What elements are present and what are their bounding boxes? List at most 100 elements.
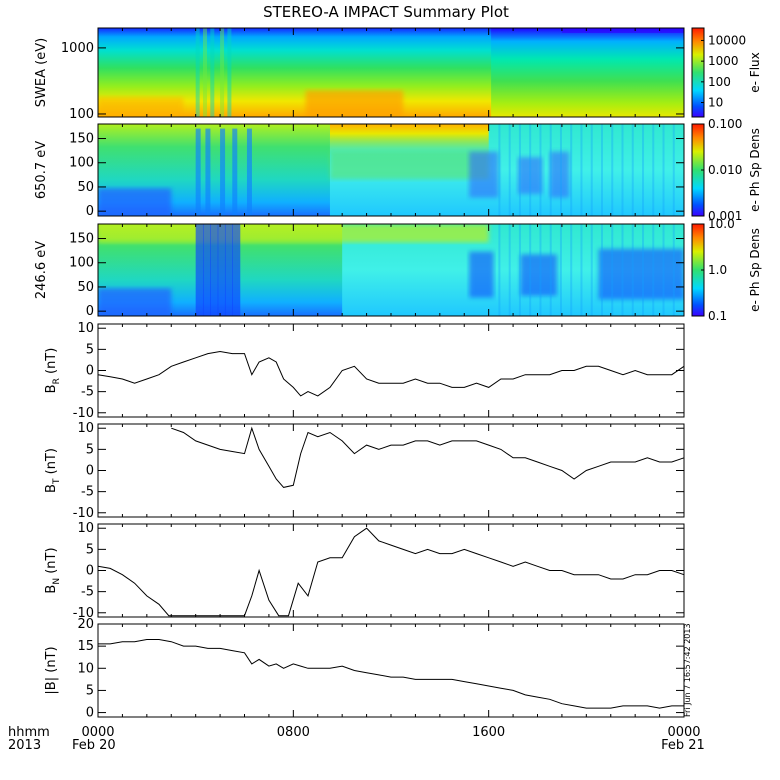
spectrogram-image <box>98 124 684 216</box>
pad-late-stripe <box>518 224 521 316</box>
y-tick-label: 5 <box>86 683 94 698</box>
y-tick-label: 100 <box>69 107 94 122</box>
y-axis-label-main: B <box>44 585 59 594</box>
pad-early-dropout <box>98 188 172 216</box>
colorbar-tick-label: 10.0 <box>708 217 735 231</box>
swea-late-interval <box>491 28 684 117</box>
pad-late-stripe <box>611 124 614 216</box>
y-tick-label: 10 <box>77 321 94 336</box>
y-tick-label: 10 <box>77 661 94 676</box>
pad-late-stripe <box>529 224 532 316</box>
swea-stripe <box>195 28 200 117</box>
y-tick-label: 10 <box>77 521 94 536</box>
y-tick-label: 0 <box>86 204 94 219</box>
y-axis-label: 246.6 eV <box>34 241 49 299</box>
colorbar-tick-label: 0.001 <box>708 209 742 223</box>
swea-low-edge <box>561 28 684 33</box>
panel-7: 0 5 10 15 20 |B| (nT) <box>44 617 685 721</box>
plot-title: STEREO-A IMPACT Summary Plot <box>263 3 509 21</box>
data-trace <box>97 527 685 617</box>
pad-dropout-column <box>246 128 252 216</box>
y-axis-label-unit: (nT) <box>44 348 59 378</box>
panel-6: -10 -5 0 5 10 BN (nT) <box>44 521 685 621</box>
pad-late-stripe <box>549 124 552 216</box>
pad-late-stripe <box>642 124 645 216</box>
y-tick-label: 5 <box>86 542 94 557</box>
panel-5: -10 -5 0 5 10 BT (nT) <box>44 421 685 521</box>
pad-dropout-region <box>598 248 684 300</box>
pad-late-stripe <box>529 124 532 216</box>
x-tick-label: 0000 <box>667 725 700 740</box>
colorbar-tick-label: 0.100 <box>708 117 742 131</box>
y-tick-label: -5 <box>81 585 94 600</box>
y-tick-label: -10 <box>73 506 94 521</box>
swea-early-flux-region <box>98 97 184 117</box>
generation-timestamp: Fri Jun 7 16:57:42 2013 <box>683 623 692 717</box>
pad-dropout-column <box>210 224 219 316</box>
y-tick-label: 5 <box>86 442 94 457</box>
pad-late-stripe <box>580 224 583 316</box>
y-axis-label-unit: (nT) <box>44 547 59 577</box>
pad-top-band <box>98 224 489 243</box>
colorbar-2: 0.001 0.010 0.100 e- Ph Sp Dens <box>691 117 762 223</box>
y-axis-label-unit: (nT) <box>44 646 59 676</box>
y-axis-label: SWEA (eV) <box>34 38 49 107</box>
pad-late-stripe <box>621 124 624 216</box>
data-trace <box>171 426 685 488</box>
pad-dropout-region <box>549 151 570 198</box>
y-tick-label: 0 <box>86 464 94 479</box>
y-tick-label: 5 <box>86 342 94 357</box>
colorbar-label: e- Flux <box>748 52 762 92</box>
pad-late-stripe <box>662 124 665 216</box>
x-tick-label: 0800 <box>277 725 310 740</box>
end-date-label: Feb 21 <box>661 738 705 753</box>
year-label: 2013 <box>8 738 41 753</box>
pad-late-stripe <box>498 224 501 316</box>
swea-stripe <box>210 28 215 117</box>
pad-late-stripe <box>621 224 624 316</box>
y-axis-label-unit: (nT) <box>44 448 59 478</box>
y-axis-label: 650.7 eV <box>34 141 49 199</box>
panel-2: 0 50 100 150 650.7 eV <box>34 123 685 219</box>
colorbar-scale <box>691 27 705 118</box>
panel-3: 0 50 100 150 246.6 eV <box>34 223 685 319</box>
y-tick-label: 50 <box>77 180 94 195</box>
panel-4: -10 -5 0 5 10 BR (nT) <box>44 321 685 421</box>
pad-high-density-band <box>329 124 489 157</box>
pad-dropout-column <box>224 224 233 316</box>
pad-mid-band <box>329 151 489 180</box>
pad-late-stripe <box>672 124 675 216</box>
pad-dropout-column <box>232 224 241 316</box>
pad-dropout-column <box>195 224 204 316</box>
pad-late-stripe <box>672 224 675 316</box>
pad-dropout-region <box>517 157 543 194</box>
pad-late-stripe <box>600 124 603 216</box>
y-tick-label: -5 <box>81 385 94 400</box>
time-format-label: hhmm <box>8 725 50 740</box>
start-date-label: Feb 20 <box>72 738 116 753</box>
y-tick-label: 10 <box>77 421 94 436</box>
y-tick-label: 0 <box>86 304 94 319</box>
colorbar-tick-label: 10000 <box>708 33 746 47</box>
pad-dropout-column <box>217 224 226 316</box>
swea-stripe <box>227 28 232 117</box>
pad-late-stripe <box>631 124 634 216</box>
pad-dropout-region <box>520 254 558 296</box>
pad-late-stripe <box>590 124 593 216</box>
panel-frame <box>97 323 685 418</box>
pad-late-stripe <box>580 124 583 216</box>
pad-late-stripe <box>559 124 562 216</box>
colorbar-3: 0.1 1.0 10.0 e- Ph Sp Dens <box>691 217 762 323</box>
y-axis-label: |B| (nT) <box>44 646 59 694</box>
swea-high-flux-region <box>305 90 404 117</box>
pad-late-stripe <box>600 224 603 316</box>
pad-dropout-column <box>232 128 238 216</box>
pad-late-stripe <box>498 124 501 216</box>
y-tick-label: 0 <box>86 364 94 379</box>
y-tick-label: 20 <box>77 617 94 632</box>
y-tick-label: 150 <box>69 132 94 147</box>
colorbar-tick-label: 0.010 <box>708 163 742 177</box>
y-tick-label: 0 <box>86 706 94 721</box>
